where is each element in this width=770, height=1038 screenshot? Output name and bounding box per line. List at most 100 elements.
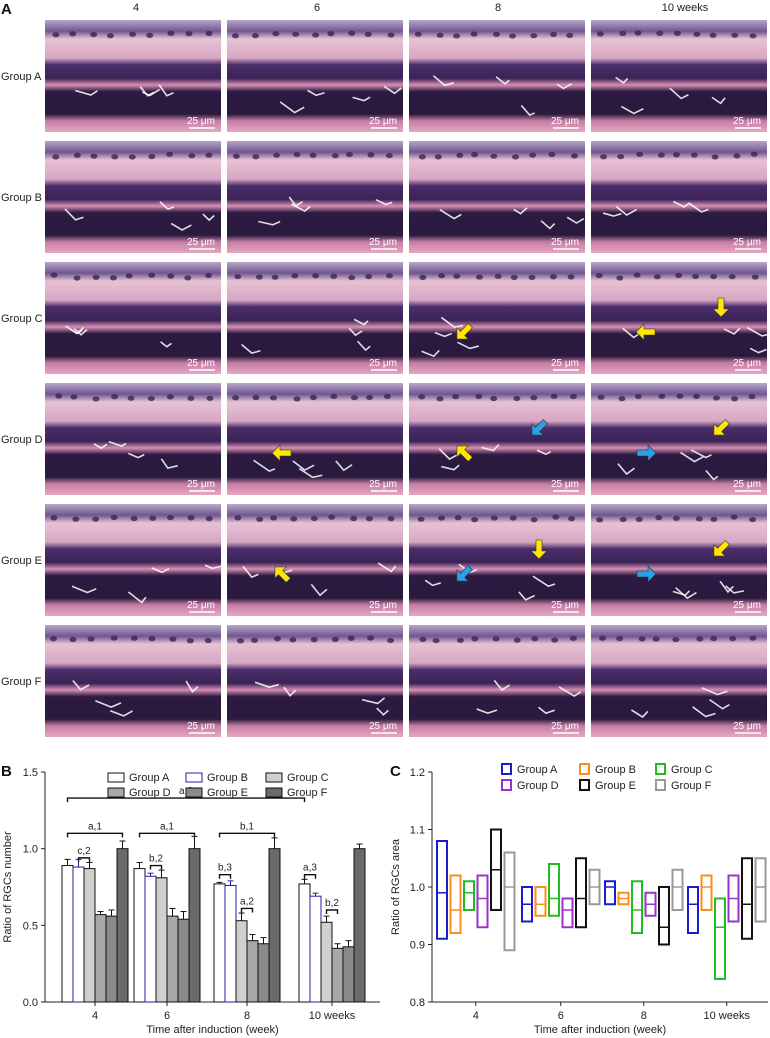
significance-bracket xyxy=(218,874,232,879)
micrograph-tile xyxy=(591,504,767,616)
nucleus-mark xyxy=(456,152,464,158)
nucleus-mark xyxy=(551,637,559,643)
nucleus-mark xyxy=(309,152,317,158)
nucleus-mark xyxy=(475,393,483,400)
x-tick-label: 8 xyxy=(641,1010,647,1022)
micrograph-tile xyxy=(409,141,585,253)
nucleus-mark xyxy=(50,272,58,278)
tissue-crack xyxy=(158,84,174,97)
nucleus-mark xyxy=(386,273,394,279)
scale-bar-label: 25 μm xyxy=(369,358,397,369)
nucleus-mark xyxy=(310,515,318,522)
nucleus-mark xyxy=(509,515,517,521)
scale-bar-label: 25 μm xyxy=(551,358,579,369)
y-tick-label: 0.8 xyxy=(410,997,425,1009)
scale-bar-label: 25 μm xyxy=(187,237,215,248)
nucleus-mark xyxy=(618,396,626,402)
tissue-crack xyxy=(160,341,172,348)
box xyxy=(449,874,462,934)
box xyxy=(436,840,448,940)
bar xyxy=(331,947,344,1003)
blue-arrow-icon xyxy=(456,565,473,582)
column-label: 8 xyxy=(495,2,501,14)
scale-bar-label: 25 μm xyxy=(733,479,761,490)
tissue-crack xyxy=(283,686,297,697)
nucleus-mark xyxy=(513,395,521,402)
nucleus-mark xyxy=(331,636,339,642)
tissue-crack xyxy=(375,198,393,206)
tissue-crack xyxy=(438,448,458,461)
significance-label: a,1 xyxy=(160,821,174,832)
tissue-crack xyxy=(70,328,83,335)
nucleus-mark xyxy=(552,514,560,520)
tissue-crack xyxy=(361,697,386,705)
micrograph-tile xyxy=(45,383,221,495)
nucleus-mark xyxy=(656,30,664,36)
nucleus-mark xyxy=(549,274,557,280)
box-chart-rgc-area: 0.8 0.9 1.0 1.1 1.2 Ratio of RGCs area Time af… xyxy=(390,763,768,1036)
nucleus-mark xyxy=(599,635,607,641)
nucleus-mark xyxy=(616,635,624,642)
scale-bar-label: 25 μm xyxy=(733,237,761,248)
nucleus-mark xyxy=(205,152,213,158)
nucleus-mark xyxy=(149,515,157,521)
nucleus-mark xyxy=(290,516,298,522)
nucleus-mark xyxy=(729,635,737,642)
nucleus-mark xyxy=(73,275,81,281)
nucleus-mark xyxy=(531,636,539,642)
nucleus-mark xyxy=(328,514,336,520)
nucleus-mark xyxy=(237,638,245,644)
bar xyxy=(298,883,311,1003)
box xyxy=(741,857,753,940)
nucleus-mark xyxy=(709,32,717,38)
nucleus-mark xyxy=(312,273,320,279)
tissue-crack xyxy=(615,206,637,217)
nucleus-mark xyxy=(567,274,575,280)
nucleus-mark xyxy=(256,516,264,522)
bar xyxy=(155,877,168,1003)
legend-swatch xyxy=(185,787,203,798)
micrograph-tile xyxy=(591,20,767,132)
legend-label: Group B xyxy=(595,764,636,776)
nucleus-mark xyxy=(273,636,281,642)
nucleus-mark xyxy=(617,153,625,160)
micrograph-tile xyxy=(409,383,585,495)
tissue-crack xyxy=(725,585,745,594)
nucleus-mark xyxy=(52,32,60,38)
significance-label: a,3 xyxy=(303,863,317,874)
box xyxy=(463,880,475,911)
legend-label: Group C xyxy=(287,772,329,784)
tissue-crack xyxy=(701,687,728,696)
bar xyxy=(61,865,74,1003)
nucleus-mark xyxy=(252,394,260,401)
nucleus-mark xyxy=(92,274,100,280)
tissue-crack xyxy=(536,449,552,456)
scale-bar-label: 25 μm xyxy=(187,479,215,490)
tissue-crack xyxy=(353,318,369,326)
tissue-crack xyxy=(719,580,734,594)
nucleus-mark xyxy=(616,275,624,281)
nucleus-mark xyxy=(252,154,260,160)
significance-label: a,2 xyxy=(240,896,254,907)
nucleus-mark xyxy=(188,153,196,159)
nucleus-mark xyxy=(494,273,502,279)
legend-swatch xyxy=(655,779,666,791)
nucleus-mark xyxy=(387,32,395,38)
nucleus-mark xyxy=(569,393,577,400)
nucleus-mark xyxy=(419,274,427,280)
x-tick-label: 4 xyxy=(473,1010,479,1022)
nucleus-mark xyxy=(692,273,700,280)
yellow-arrow-icon xyxy=(456,445,473,462)
tissue-crack xyxy=(421,349,440,358)
nucleus-mark xyxy=(347,635,355,641)
nucleus-mark xyxy=(597,394,605,400)
nucleus-mark xyxy=(365,273,373,280)
nucleus-mark xyxy=(330,393,338,400)
nucleus-mark xyxy=(148,272,156,278)
nucleus-mark xyxy=(750,151,758,157)
nucleus-mark xyxy=(509,33,517,39)
bar xyxy=(133,868,146,1003)
legend-label: Group E xyxy=(207,787,248,799)
box xyxy=(700,874,713,911)
nucleus-mark xyxy=(147,395,155,402)
